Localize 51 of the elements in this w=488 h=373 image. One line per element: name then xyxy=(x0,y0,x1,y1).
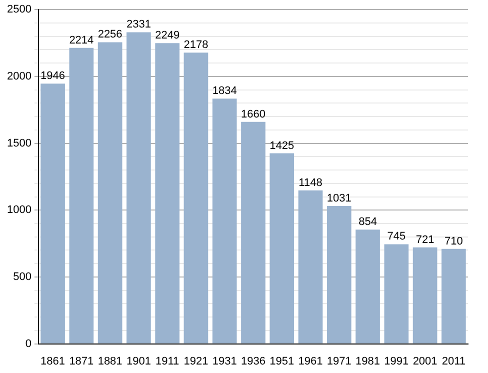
y-tick-label: 2000 xyxy=(6,70,32,82)
bar xyxy=(241,122,266,344)
data-label: 1148 xyxy=(298,176,322,189)
x-tick-label: 1911 xyxy=(156,355,180,368)
data-label: 1660 xyxy=(240,108,266,120)
x-tick-label: 1931 xyxy=(212,355,237,368)
y-tick-label: 2500 xyxy=(6,4,32,16)
data-label: 710 xyxy=(444,235,463,248)
data-label: 1425 xyxy=(270,140,294,152)
bar xyxy=(126,32,151,344)
bar xyxy=(212,98,237,344)
x-tick-label: 2001 xyxy=(412,355,438,368)
x-tick-label: 1981 xyxy=(356,355,380,368)
data-label: 2178 xyxy=(184,39,208,52)
x-tick-label: 2011 xyxy=(442,355,466,368)
x-tick-label: 1951 xyxy=(270,355,294,368)
data-label: 721 xyxy=(416,234,434,246)
y-tick-label: 1000 xyxy=(6,204,32,216)
x-tick-label: 1936 xyxy=(240,355,266,368)
bar xyxy=(384,244,409,344)
bar xyxy=(184,52,208,344)
x-tick-label: 1861 xyxy=(40,355,66,368)
bar xyxy=(69,48,94,344)
data-label: 745 xyxy=(387,230,406,243)
x-tick-label: 1921 xyxy=(184,355,208,368)
data-label: 2214 xyxy=(69,34,94,46)
bar xyxy=(98,42,122,344)
x-tick-label: 1901 xyxy=(126,355,151,368)
x-tick-label: 1991 xyxy=(384,355,409,368)
data-label: 2331 xyxy=(126,18,151,31)
data-label: 2256 xyxy=(98,28,122,41)
y-tick-label: 1500 xyxy=(6,137,32,150)
data-label: 1946 xyxy=(40,70,66,82)
bar xyxy=(356,230,380,344)
x-tick-label: 1971 xyxy=(326,355,352,368)
data-label: 1834 xyxy=(212,85,237,98)
bar xyxy=(270,153,294,344)
bar xyxy=(326,206,352,344)
bar xyxy=(298,190,323,344)
data-label: 854 xyxy=(358,216,377,228)
bar xyxy=(155,43,180,344)
x-tick-label: 1961 xyxy=(298,355,323,368)
bar xyxy=(442,248,466,344)
y-tick-label: 500 xyxy=(13,270,32,283)
x-tick-label: 1871 xyxy=(69,355,94,368)
x-tick-label: 1881 xyxy=(98,355,122,368)
bar xyxy=(412,247,438,344)
bar xyxy=(40,84,65,344)
y-tick-label: 0 xyxy=(25,338,32,350)
data-label: 2249 xyxy=(155,30,180,42)
data-label: 1031 xyxy=(326,192,352,205)
